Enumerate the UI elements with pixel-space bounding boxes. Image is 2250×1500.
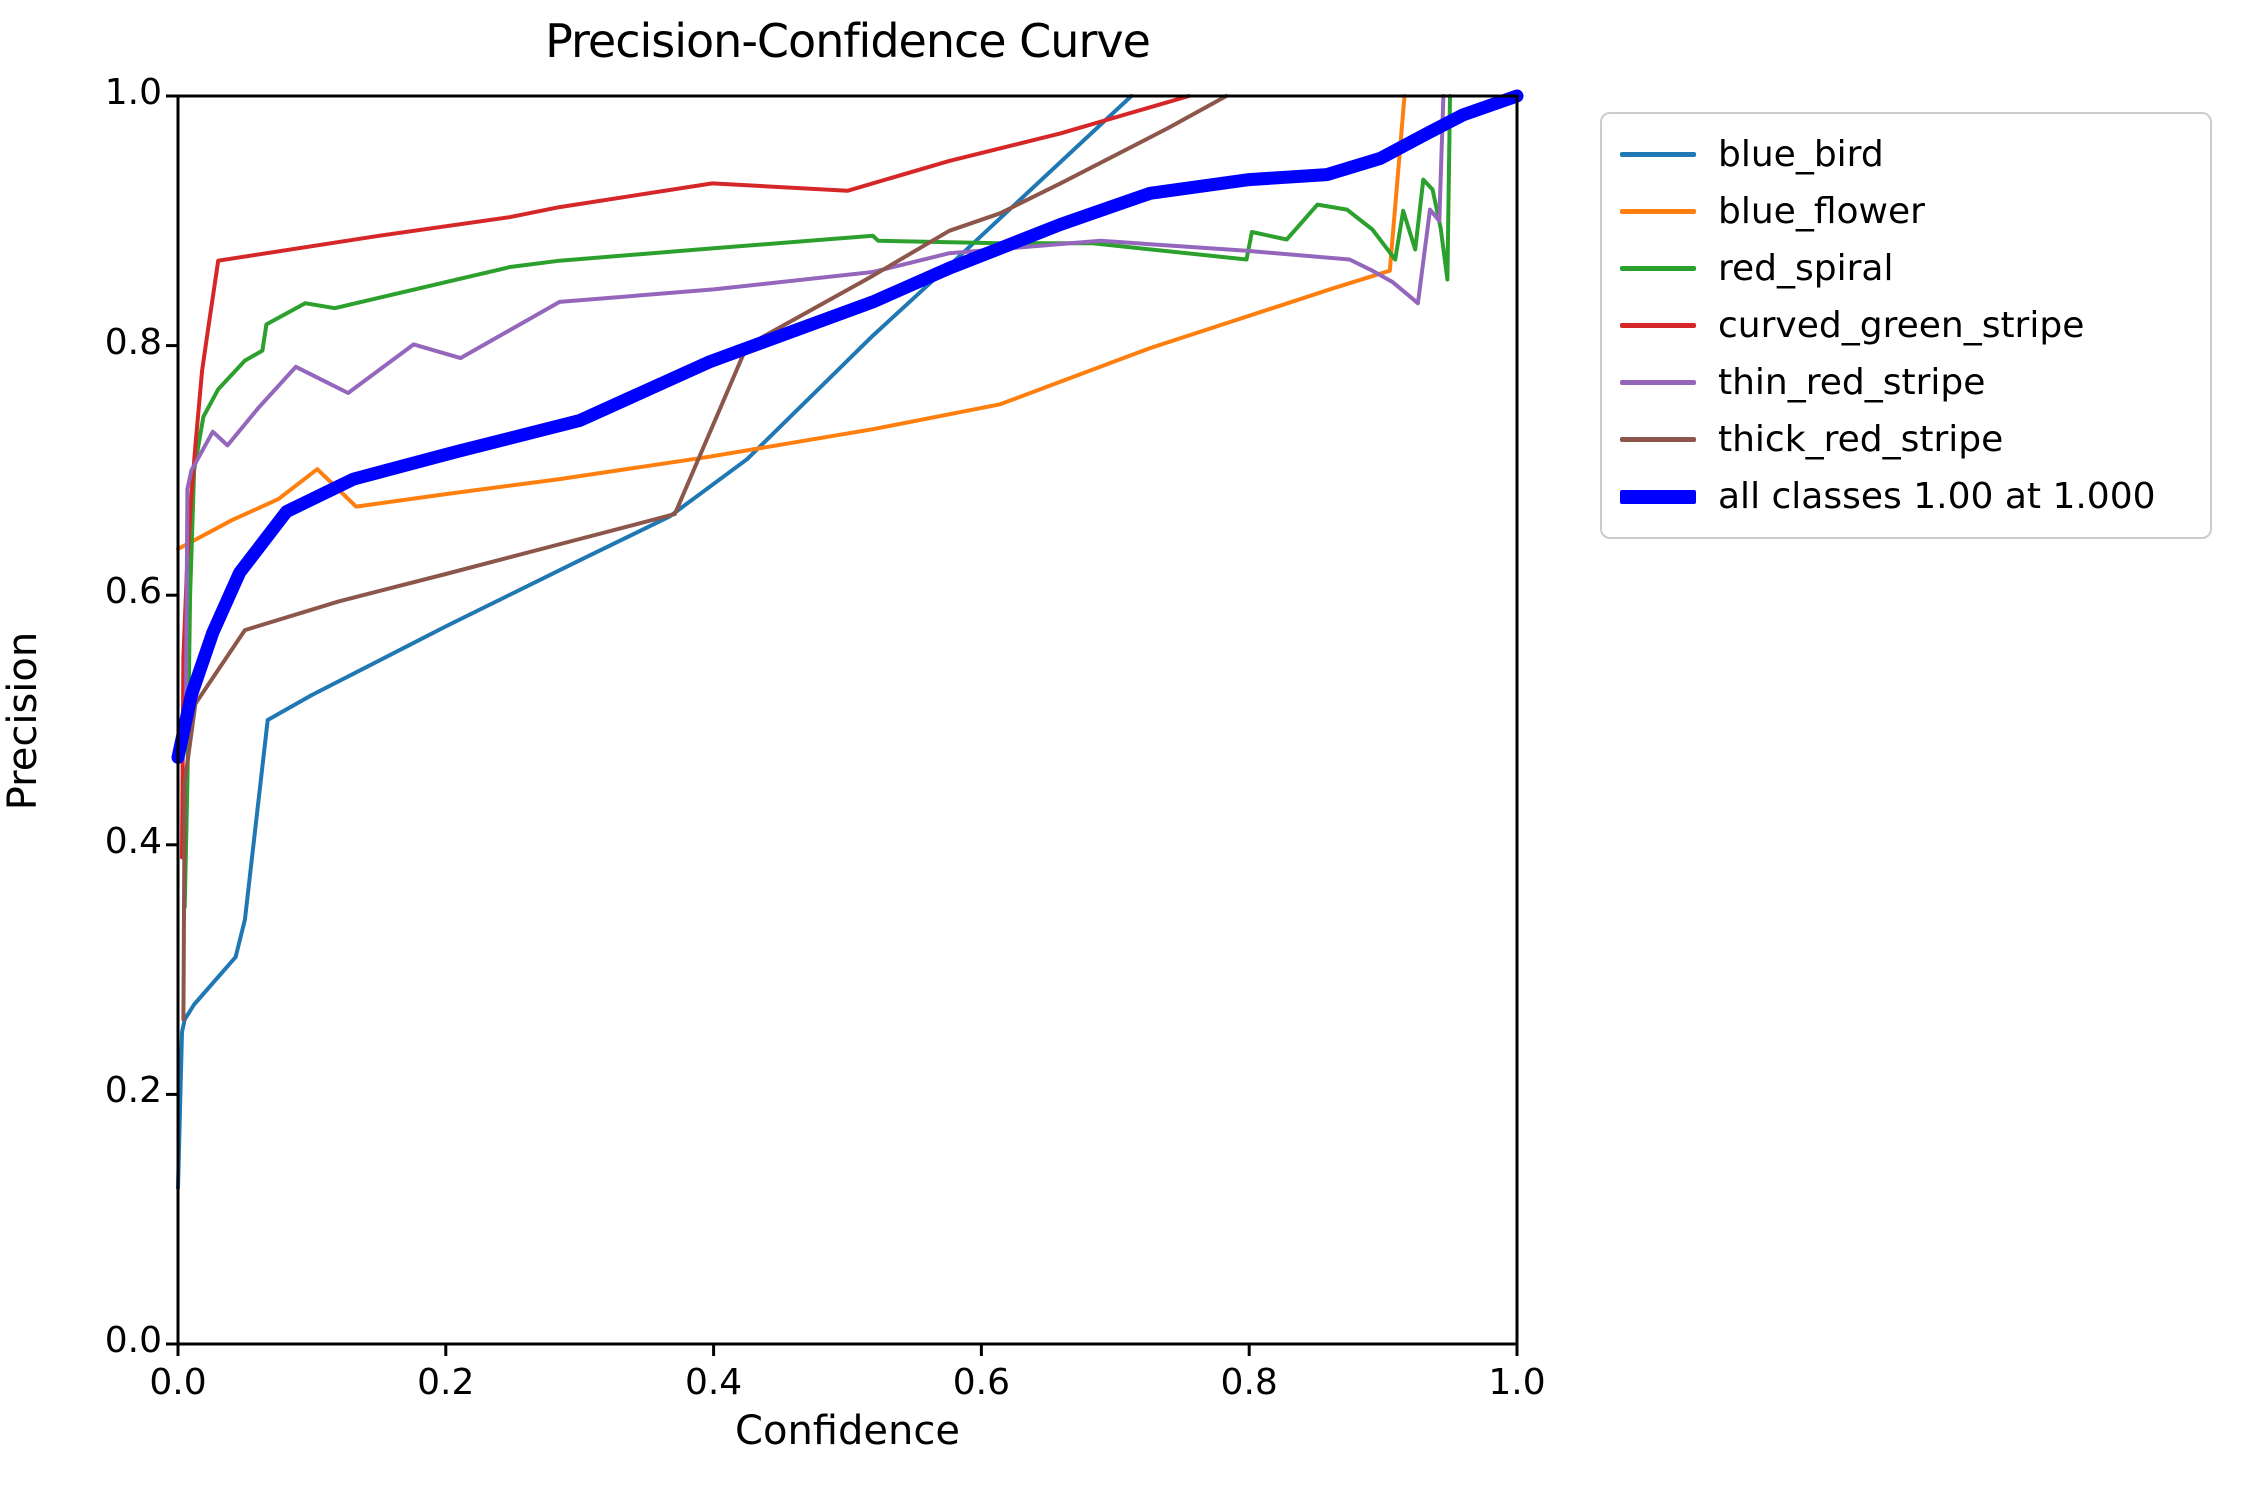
legend-item: thin_red_stripe bbox=[1602, 354, 2210, 411]
legend-line-sample bbox=[1620, 489, 1696, 504]
y-tick-label: 0.6 bbox=[104, 571, 162, 613]
legend-label: blue_flower bbox=[1718, 191, 1925, 232]
y-axis-label: Precision bbox=[0, 631, 46, 811]
legend-line-sample bbox=[1620, 152, 1696, 157]
series-path-blue-bird bbox=[176, 94, 1134, 1190]
series-path-thick-red-stripe bbox=[181, 94, 1229, 1022]
legend-label: red_spiral bbox=[1718, 248, 1894, 289]
legend-item: thick_red_stripe bbox=[1602, 411, 2210, 468]
x-tick-label: 1.0 bbox=[1488, 1362, 1546, 1403]
y-tick-label: 0.8 bbox=[104, 321, 162, 363]
x-tick-label: 0.2 bbox=[417, 1362, 475, 1403]
legend-line-sample bbox=[1620, 437, 1696, 442]
x-tick-label: 0.6 bbox=[952, 1362, 1011, 1403]
series-path-blue-flower bbox=[176, 94, 1407, 551]
legend: blue_bird blue_flower red_spiral curved_gre… bbox=[1600, 112, 2212, 539]
legend-item: blue_bird bbox=[1602, 126, 2210, 183]
series-path-thin-red-stripe bbox=[184, 94, 1446, 697]
legend-item: blue_flower bbox=[1602, 183, 2210, 240]
y-tick-label: 0.0 bbox=[104, 1320, 162, 1361]
x-tick-label: 0.4 bbox=[684, 1362, 743, 1403]
chart-title: Precision-Confidence Curve bbox=[545, 14, 1151, 68]
series-path-red-spiral bbox=[182, 94, 1452, 910]
legend-label: thin_red_stripe bbox=[1718, 362, 1986, 403]
legend-line-sample bbox=[1620, 209, 1696, 214]
y-tick-label: 1.0 bbox=[104, 72, 162, 113]
x-tick-label: 0.0 bbox=[149, 1362, 207, 1403]
plot-frame bbox=[176, 94, 1519, 1346]
series-path-all-classes-1-00-at-1-000 bbox=[171, 89, 1524, 764]
legend-label: curved_green_stripe bbox=[1718, 305, 2085, 346]
legend-label: thick_red_stripe bbox=[1718, 419, 2004, 460]
legend-item: red_spiral bbox=[1602, 240, 2210, 297]
x-axis-label: Confidence bbox=[735, 1408, 960, 1454]
legend-label: all classes 1.00 at 1.000 bbox=[1718, 476, 2156, 517]
y-tick-label: 0.4 bbox=[104, 820, 162, 862]
legend-item: all classes 1.00 at 1.000 bbox=[1602, 468, 2210, 525]
legend-line-sample bbox=[1620, 380, 1696, 385]
series-path-curved-green-stripe bbox=[180, 94, 1191, 860]
legend-line-sample bbox=[1620, 323, 1696, 328]
legend-item: curved_green_stripe bbox=[1602, 297, 2210, 354]
y-tick-label: 0.2 bbox=[104, 1070, 162, 1112]
x-tick-label: 0.8 bbox=[1220, 1362, 1278, 1403]
legend-label: blue_bird bbox=[1718, 134, 1884, 175]
legend-line-sample bbox=[1620, 266, 1696, 271]
